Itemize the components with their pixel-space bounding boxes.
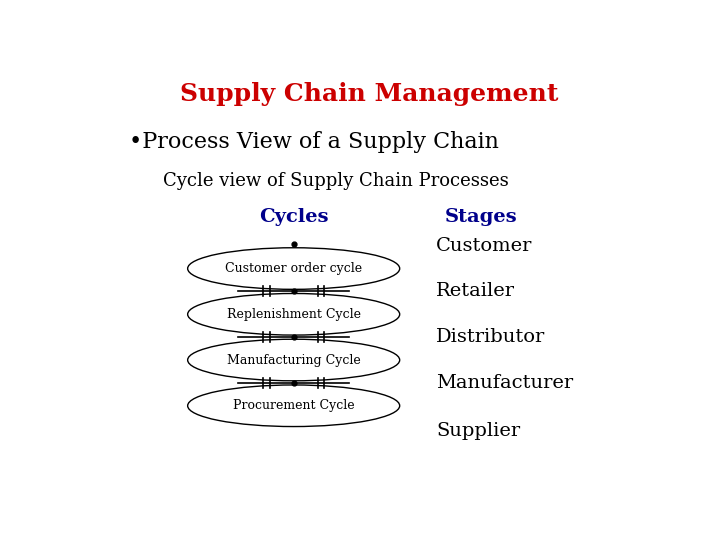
Ellipse shape xyxy=(188,385,400,427)
Text: Procurement Cycle: Procurement Cycle xyxy=(233,399,354,412)
Text: Supplier: Supplier xyxy=(436,422,520,440)
Text: Cycles: Cycles xyxy=(259,207,328,226)
Text: Retailer: Retailer xyxy=(436,282,515,300)
Ellipse shape xyxy=(188,248,400,289)
Text: Manufacturer: Manufacturer xyxy=(436,374,573,392)
Text: Customer order cycle: Customer order cycle xyxy=(225,262,362,275)
Text: Distributor: Distributor xyxy=(436,328,545,346)
Text: •Process View of a Supply Chain: •Process View of a Supply Chain xyxy=(129,131,499,153)
Ellipse shape xyxy=(188,339,400,381)
Text: Cycle view of Supply Chain Processes: Cycle view of Supply Chain Processes xyxy=(163,172,508,190)
Text: Supply Chain Management: Supply Chain Management xyxy=(180,82,558,106)
Ellipse shape xyxy=(188,293,400,335)
Text: Replenishment Cycle: Replenishment Cycle xyxy=(227,308,361,321)
Text: Customer: Customer xyxy=(436,237,532,255)
Text: Manufacturing Cycle: Manufacturing Cycle xyxy=(227,354,361,367)
Text: Stages: Stages xyxy=(444,207,517,226)
